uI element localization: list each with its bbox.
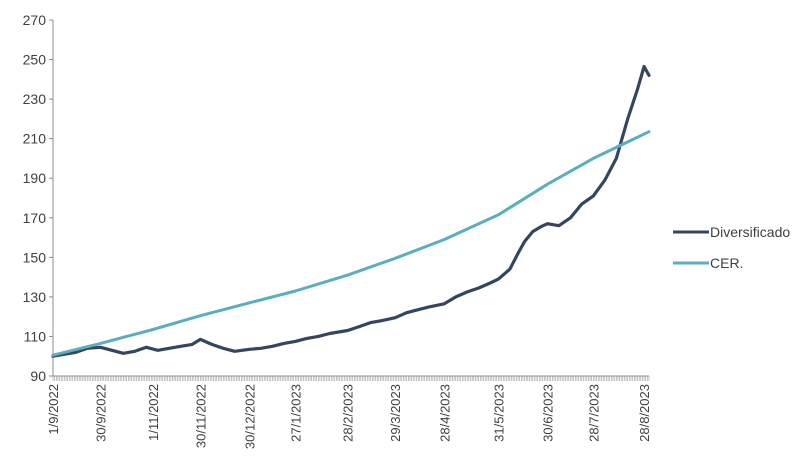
y-axis-ticks: 90 110 130 150 170 190 210 230 250 270: [23, 12, 53, 384]
y-tick-label: 170: [23, 210, 47, 226]
x-tick-label: 30/9/2022: [93, 384, 108, 442]
legend-label-cer: CER.: [710, 255, 743, 271]
x-tick-label: 27/1/2023: [288, 384, 303, 442]
series-line-cer: [51, 130, 651, 357]
y-tick-label: 270: [23, 12, 47, 28]
y-tick-label: 210: [23, 131, 47, 147]
x-tick-label: 1/11/2022: [146, 384, 161, 441]
y-tick-label: 250: [23, 52, 47, 68]
x-tick-label: 29/3/2023: [388, 384, 403, 442]
y-tick-label: 230: [23, 91, 47, 107]
x-tick-label: 28/7/2023: [586, 384, 601, 442]
x-tick-label: 1/9/2022: [46, 384, 61, 435]
y-tick-label: 110: [24, 328, 47, 344]
x-tick-label: 30/11/2022: [193, 384, 208, 448]
series-layer: [51, 64, 651, 358]
x-tick-label: 30/12/2022: [242, 384, 257, 449]
axes: [52, 20, 649, 377]
legend-label-diversificado: Diversificado: [710, 224, 790, 240]
x-tick-label: 31/5/2023: [491, 384, 506, 442]
x-axis-ticks: 1/9/2022 30/9/2022 1/11/2022 30/11/2022 30/1…: [46, 376, 652, 449]
y-tick-label: 150: [23, 249, 47, 265]
y-tick-label: 130: [23, 289, 47, 305]
legend: Diversificado CER.: [673, 224, 790, 271]
x-tick-label: 28/2/2023: [341, 384, 356, 442]
series-line-diversificado: [51, 64, 651, 358]
x-tick-label: 28/8/2023: [637, 384, 652, 442]
x-tick-label: 30/6/2023: [540, 384, 555, 442]
y-tick-label: 90: [30, 368, 46, 384]
y-tick-label: 190: [23, 170, 47, 186]
x-tick-label: 28/4/2023: [437, 384, 452, 442]
